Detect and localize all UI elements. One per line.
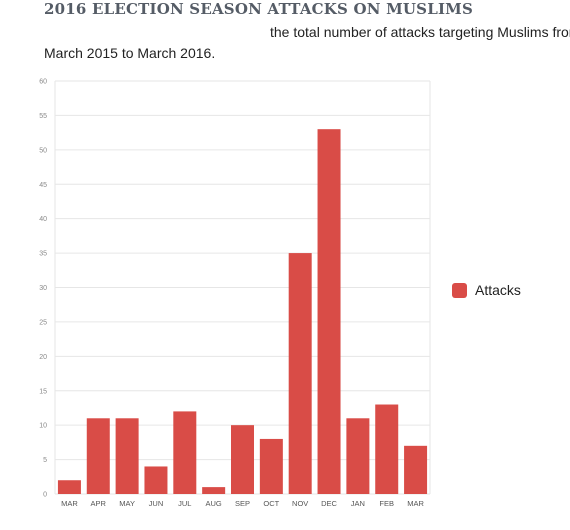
y-tick-label: 45 [39,182,47,189]
y-tick-label: 60 [39,79,47,86]
x-tick-label: AUG [206,499,222,508]
bar-dec-9 [317,129,341,494]
x-tick-label: APR [91,499,107,508]
x-tick-label: FEB [379,499,394,508]
y-tick-label: 35 [39,251,47,258]
legend-swatch-attacks [452,282,467,298]
y-tick-label: 15 [39,388,47,395]
bar-oct-7 [259,438,283,494]
bar-aug-5 [202,487,226,494]
y-tick-label: 50 [39,147,47,154]
x-tick-label: JAN [351,499,365,508]
legend-label-attacks: Attacks [475,282,521,298]
legend: Attacks [452,282,521,298]
x-tick-label: JUN [149,499,164,508]
bar-jan-10 [346,418,370,494]
bar-jul-4 [173,411,197,494]
chart-subtitle-line-1: the total number of attacks targeting Mu… [270,24,570,40]
x-tick-label: MAY [119,499,135,508]
x-tick-label: NOV [292,499,308,508]
bar-nov-8 [288,253,312,494]
bar-mar-0 [57,480,81,494]
y-tick-label: 0 [43,492,47,499]
y-tick-label: 10 [39,423,47,430]
x-tick-label: MAR [61,499,78,508]
x-axis-ticks: MAR APR MAY JUN JUL AUG SEP OCT NOV DEC JAN FEB MAR [61,499,424,508]
bar-sep-6 [231,425,254,494]
bar-mar-12 [404,445,428,494]
bar-may-2 [115,418,139,494]
y-tick-label: 20 [39,354,47,361]
bar-apr-1 [86,418,110,494]
y-tick-label: 40 [39,216,47,223]
bar-feb-11 [375,404,399,494]
x-tick-label: OCT [263,499,279,508]
chart-title: 2016 ELECTION SEASON ATTACKS ON MUSLIMS [44,0,474,18]
y-axis-ticks: 0 5 10 15 20 25 30 35 40 45 50 55 60 [39,79,47,499]
y-tick-label: 30 [39,285,47,292]
y-tick-label: 25 [39,319,47,326]
bars [57,129,428,494]
y-tick-label: 55 [39,113,47,120]
x-tick-label: SEP [235,499,250,508]
x-tick-label: MAR [407,499,424,508]
x-tick-label: DEC [321,499,337,508]
chart-subtitle-line-2: March 2015 to March 2016. [44,45,216,61]
x-tick-label: JUL [178,499,191,508]
bar-jun-3 [144,466,168,494]
y-tick-label: 5 [43,457,47,464]
